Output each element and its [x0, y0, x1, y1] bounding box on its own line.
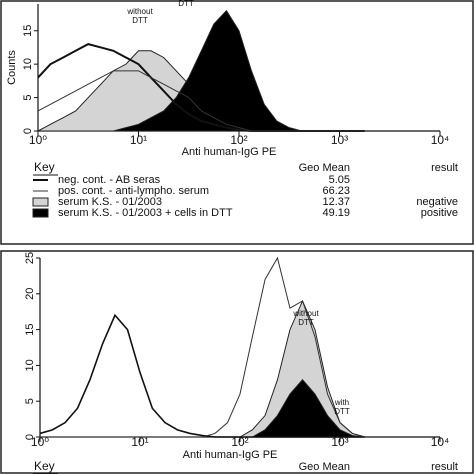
histogram-line: [37, 70, 365, 132]
annotation: DTT: [132, 16, 148, 25]
y-axis-label: Counts: [6, 50, 18, 85]
key-geo-mean: 5.05: [329, 174, 350, 186]
panel-frame: [0, 0, 474, 245]
annotation: DTT: [334, 407, 350, 416]
panel-frame: [0, 250, 474, 474]
key-header: result: [431, 461, 458, 473]
key-result: positive: [421, 207, 458, 219]
key-title: Key: [34, 160, 55, 174]
y-tick-label: 5: [24, 398, 36, 404]
annotation: DTT: [178, 0, 194, 8]
key-title: Key: [34, 459, 55, 473]
x-tick-label: 10²: [231, 435, 248, 449]
y-tick-label: 10: [22, 58, 34, 70]
key-geo-mean: 49.19: [322, 207, 350, 219]
key-label: serum K.S. - 01/2003: [58, 196, 162, 208]
y-tick-label: 25: [24, 252, 36, 264]
histogram-line: [39, 313, 366, 438]
key-header: Geo Mean: [299, 461, 350, 473]
key-result: negative: [416, 196, 458, 208]
x-axis-label: Anti human-IgG PE: [182, 146, 277, 158]
y-tick-label: 0: [24, 434, 36, 440]
annotation: with: [334, 398, 349, 407]
key-header: result: [431, 162, 458, 174]
x-tick-label: 10⁰: [29, 133, 47, 147]
annotation: DTT: [298, 318, 314, 327]
key-geo-mean: 12.37: [322, 196, 350, 208]
y-tick-label: 5: [22, 95, 34, 101]
key-header: Geo Mean: [299, 162, 350, 174]
x-tick-label: 10³: [331, 435, 348, 449]
x-tick-label: 10¹: [130, 133, 147, 147]
key-label: pos. cont. - anti-lympho. serum: [58, 185, 209, 197]
key-label: serum K.S. - 01/2003 + cells in DTT: [58, 207, 233, 219]
x-tick-label: 10⁴: [431, 133, 450, 147]
y-tick-label: 20: [24, 288, 36, 300]
x-tick-label: 10⁴: [431, 435, 450, 449]
annotation: without: [126, 7, 153, 16]
y-tick-label: 15: [24, 323, 36, 335]
x-tick-label: 10¹: [131, 435, 148, 449]
axis: [39, 258, 440, 438]
y-tick-label: 15: [22, 25, 34, 37]
key-swatch: [32, 197, 49, 207]
x-tick-label: 10⁰: [31, 435, 49, 449]
x-axis-label: Anti human-IgG PE: [183, 449, 278, 461]
key-label: neg. cont. - AB seras: [58, 174, 161, 186]
key-geo-mean: 66.23: [322, 185, 350, 197]
key-swatch: [32, 208, 49, 218]
histogram-line: [40, 256, 366, 438]
annotation: without: [292, 309, 319, 318]
y-tick-label: 10: [24, 359, 36, 371]
y-tick-label: 0: [22, 128, 34, 134]
x-tick-label: 10³: [331, 133, 348, 147]
x-tick-label: 10²: [230, 133, 247, 147]
